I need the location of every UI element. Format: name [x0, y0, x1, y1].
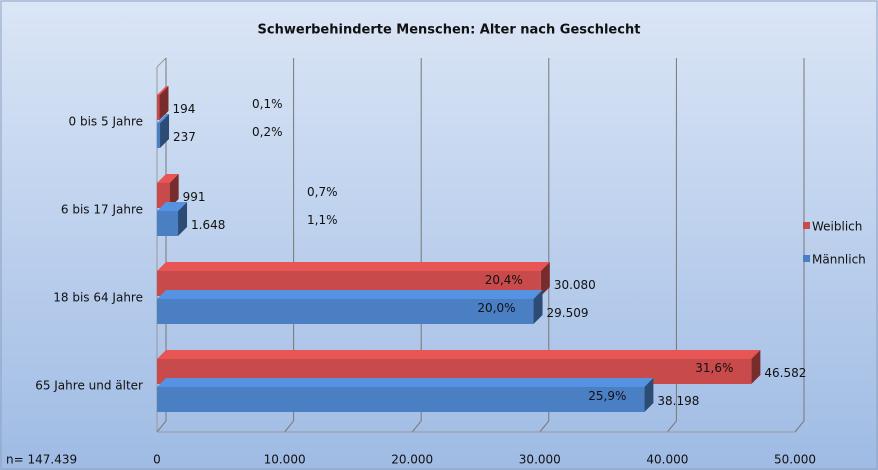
percent-label: 0,1% [252, 97, 283, 111]
bar-side [540, 262, 550, 296]
legend-label: Männlich [812, 253, 866, 267]
y-tick-label: 0 bis 5 Jahre [69, 115, 143, 129]
bar-top [157, 378, 654, 387]
grid-line [411, 58, 422, 433]
value-label: 38.198 [657, 394, 699, 408]
percent-label: 20,4% [485, 273, 523, 287]
bar [157, 387, 645, 412]
bar-side [751, 350, 761, 384]
grid-line [539, 58, 550, 433]
legend-label: Weiblich [812, 220, 862, 234]
value-label: 46.582 [764, 366, 806, 380]
bar [157, 299, 534, 324]
percent-label: 20,0% [477, 301, 515, 315]
bar [157, 123, 161, 148]
legend-swatch [803, 255, 810, 262]
x-tick-label: 10.000 [264, 453, 306, 467]
value-label: 991 [183, 190, 206, 204]
y-tick-label: 6 bis 17 Jahre [61, 203, 143, 217]
percent-label: 31,6% [695, 361, 733, 375]
left-wall-top [156, 57, 167, 68]
bar-top [157, 350, 761, 359]
percent-label: 1,1% [307, 213, 338, 227]
bar-side [533, 290, 543, 324]
y-tick-label: 18 bis 64 Jahre [53, 291, 143, 305]
bar-side [160, 114, 170, 148]
bar-side [159, 86, 169, 120]
percent-label: 0,2% [252, 125, 283, 139]
bar [157, 183, 170, 208]
value-label: 1.648 [191, 218, 225, 232]
x-tick-label: 40.000 [646, 453, 688, 467]
grid-line [284, 58, 295, 433]
value-label: 194 [172, 102, 195, 116]
grid-line [667, 58, 677, 433]
x-tick-label: 50.000 [774, 453, 816, 467]
value-label: 30.080 [554, 278, 596, 292]
bar-side [169, 174, 179, 208]
bar-top [157, 290, 543, 299]
bar [157, 211, 179, 236]
bar-top [157, 86, 169, 95]
bar-side [644, 378, 654, 412]
bar-top [157, 114, 170, 123]
bar-top [157, 202, 188, 211]
x-tick-label: 20.000 [391, 453, 433, 467]
value-label: 237 [173, 130, 196, 144]
y-tick-label: 65 Jahre und älter [35, 379, 143, 393]
percent-label: 0,7% [307, 185, 338, 199]
grid-line [794, 58, 805, 433]
bar-top [157, 262, 550, 271]
x-tick-label: 30.000 [519, 453, 561, 467]
bar-top [157, 174, 179, 183]
bar [157, 95, 160, 120]
bar-side [178, 202, 188, 236]
legend-swatch [803, 222, 810, 229]
value-label: 29.509 [547, 306, 589, 320]
chart-title: Schwerbehinderte Menschen: Alter nach Ge… [258, 23, 641, 38]
x-tick-label: 0 [153, 453, 161, 467]
annotation: n= 147.439 [6, 453, 77, 467]
percent-label: 25,9% [588, 389, 626, 403]
